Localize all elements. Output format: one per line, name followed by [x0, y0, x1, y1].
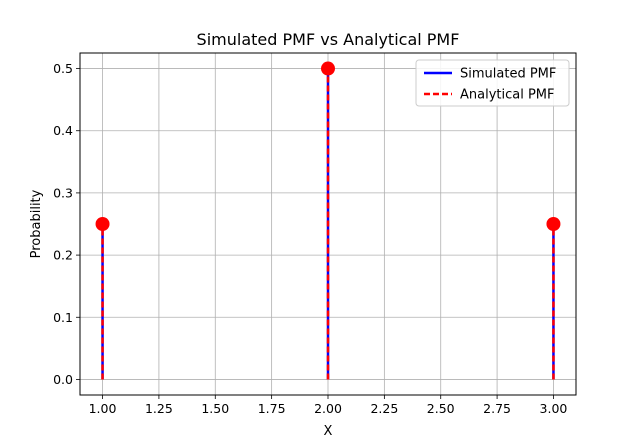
x-tick-label: 1.75	[258, 401, 286, 416]
legend: Simulated PMF Analytical PMF	[415, 59, 570, 107]
x-axis-label: X	[324, 424, 333, 439]
pmf-marker	[546, 217, 561, 231]
x-tick-label: 2.00	[314, 401, 342, 416]
y-tick-label: 0.2	[53, 248, 73, 263]
data-layer	[95, 61, 561, 380]
x-tick-label: 2.75	[483, 401, 511, 416]
ticks: 1.00 1.25 1.50 1.75 2.00 2.25 2.50 2.75 3.00 0.0 0…	[53, 61, 567, 416]
y-tick-label: 0.0	[53, 372, 73, 387]
legend-label: Simulated PMF	[460, 67, 556, 82]
legend-label: Analytical PMF	[460, 88, 555, 103]
y-tick-label: 0.3	[53, 185, 73, 200]
y-axis-label: Probability	[29, 189, 44, 258]
x-tick-label: 1.50	[201, 401, 229, 416]
chart-title: Simulated PMF vs Analytical PMF	[197, 30, 460, 49]
pmf-marker	[95, 217, 110, 231]
y-tick-label: 0.4	[53, 123, 73, 138]
pmf-marker	[321, 61, 335, 76]
x-tick-label: 2.50	[427, 401, 455, 416]
x-tick-label: 1.25	[145, 401, 173, 416]
y-tick-label: 0.5	[53, 61, 73, 76]
x-tick-label: 3.00	[540, 401, 568, 416]
legend-box	[415, 59, 570, 107]
x-tick-label: 2.25	[370, 401, 398, 416]
y-tick-label: 0.1	[53, 310, 73, 325]
x-tick-label: 1.00	[89, 401, 117, 416]
